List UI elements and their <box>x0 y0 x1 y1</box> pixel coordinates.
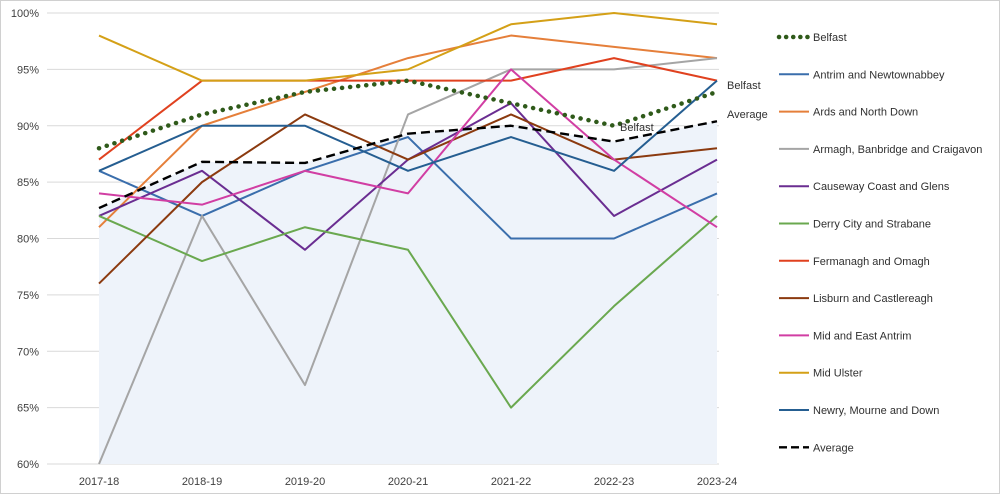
legend-label: Mid and East Antrim <box>813 330 911 342</box>
annotations: Belfast Belfast Average <box>620 80 768 134</box>
x-tick-label: 2022-23 <box>594 476 634 488</box>
series-lines <box>96 12 720 465</box>
y-tick-label: 80% <box>17 234 39 246</box>
legend-item-fermanagh-and-omagh: Fermanagh and Omagh <box>779 256 930 268</box>
series-line-belfast <box>96 78 720 151</box>
series-line-armagh-banbridge-and-craigavon <box>98 57 718 465</box>
y-tick-label: 60% <box>17 459 39 471</box>
series-line-mid-and-east-antrim <box>98 68 718 229</box>
annotation-belfast: Belfast <box>727 80 761 92</box>
x-tick-label: 2020-21 <box>388 476 428 488</box>
average-shaded-area <box>99 121 717 465</box>
legend-item-derry-city-and-strabane: Derry City and Strabane <box>779 219 931 231</box>
legend-label: Antrim and Newtownabbey <box>813 69 945 81</box>
shaded-area <box>99 121 717 465</box>
x-tick-label: 2018-19 <box>182 476 222 488</box>
y-tick-label: 100% <box>11 8 39 20</box>
legend-label: Ards and North Down <box>813 107 918 119</box>
legend-label: Lisburn and Castlereagh <box>813 293 933 305</box>
y-tick-label: 70% <box>17 346 39 358</box>
legend-label: Derry City and Strabane <box>813 219 931 231</box>
legend-label: Newry, Mourne and Down <box>813 405 939 417</box>
y-tick-label: 75% <box>17 290 39 302</box>
series-line-mid-ulster <box>98 12 718 82</box>
annotation-belfast: Belfast <box>620 122 654 134</box>
legend-item-mid-and-east-antrim: Mid and East Antrim <box>779 330 911 342</box>
legend-label: Mid Ulster <box>813 368 863 380</box>
legend-item-belfast: Belfast <box>776 32 847 44</box>
legend-item-ards-and-north-down: Ards and North Down <box>779 107 918 119</box>
y-tick-label: 65% <box>17 403 39 415</box>
y-tick-label: 95% <box>17 64 39 76</box>
legend-item-mid-ulster: Mid Ulster <box>779 368 863 380</box>
x-tick-label: 2021-22 <box>491 476 531 488</box>
legend-item-causeway-coast-and-glens: Causeway Coast and Glens <box>779 181 950 193</box>
y-tick-label: 90% <box>17 121 39 133</box>
legend-label: Fermanagh and Omagh <box>813 256 930 268</box>
y-tick-label: 85% <box>17 177 39 189</box>
legend-item-lisburn-and-castlereagh: Lisburn and Castlereagh <box>779 293 933 305</box>
legend-item-newry-mourne-and-down: Newry, Mourne and Down <box>779 405 939 417</box>
annotation-average: Average <box>727 109 768 121</box>
series-line-average <box>98 120 718 210</box>
legend-label: Belfast <box>813 32 847 44</box>
legend-label: Armagh, Banbridge and Craigavon <box>813 144 982 156</box>
x-tick-label: 2023-24 <box>697 476 737 488</box>
legend-label: Causeway Coast and Glens <box>813 181 950 193</box>
legend-item-antrim-and-newtownabbey: Antrim and Newtownabbey <box>779 69 945 81</box>
series-line-derry-city-and-strabane <box>98 215 718 409</box>
legend: Belfast Antrim and Newtownabbey Ards and N… <box>776 32 982 454</box>
axes: 60% 65% 70% 75% 80% 85% 90% 95% 100% 2017-18 2018-… <box>11 8 737 488</box>
legend-item-average: Average <box>779 442 854 454</box>
legend-label: Average <box>813 442 854 454</box>
legend-item-armagh-banbridge-and-craigavon: Armagh, Banbridge and Craigavon <box>779 144 982 156</box>
x-tick-label: 2019-20 <box>285 476 325 488</box>
series-line-newry-mourne-and-down <box>98 79 718 172</box>
x-tick-label: 2017-18 <box>79 476 119 488</box>
